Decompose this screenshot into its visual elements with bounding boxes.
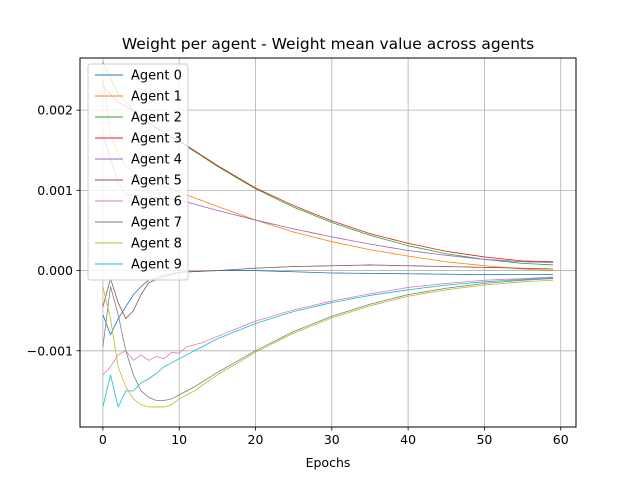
legend-label: Agent 7 <box>131 216 182 231</box>
x-tick-label: 20 <box>248 432 264 447</box>
y-tick-label: 0.000 <box>37 263 73 278</box>
series-line-agent-8 <box>102 279 554 408</box>
legend-label: Agent 8 <box>131 237 182 252</box>
legend-label: Agent 5 <box>131 174 182 189</box>
legend-label: Agent 0 <box>131 69 182 84</box>
x-tick-label: 60 <box>553 432 569 447</box>
y-tick-label: 0.001 <box>37 183 73 198</box>
legend-label: Agent 6 <box>131 195 182 210</box>
legend-label: Agent 4 <box>131 153 182 168</box>
x-tick-label: 50 <box>476 432 492 447</box>
axes-frame <box>79 57 577 428</box>
x-tick-label: 30 <box>324 432 340 447</box>
legend: Agent 0 Agent 1 Agent 2 Agent 3 Agent 4 Agent… <box>87 63 189 281</box>
x-tick-label: 10 <box>171 432 187 447</box>
legend-label: Agent 3 <box>131 132 182 147</box>
y-tick-label: −0.001 <box>27 343 73 358</box>
series-line-agent-6 <box>102 276 554 376</box>
y-tick-label: 0.002 <box>37 103 73 118</box>
legend-label: Agent 2 <box>131 111 182 126</box>
legend-box <box>87 63 189 281</box>
series-line-agent-9 <box>102 277 554 408</box>
chart-title: Weight per agent - Weight mean value acr… <box>122 35 534 53</box>
series-line-agent-7 <box>102 278 554 401</box>
legend-label: Agent 1 <box>131 90 182 105</box>
legend-label: Agent 9 <box>131 258 182 273</box>
x-tick-label: 0 <box>99 432 107 447</box>
axis-ticks: 0 10 20 30 40 50 60 −0.001 0.000 0.001 0.002 <box>27 103 569 447</box>
x-axis-label: Epochs <box>306 455 351 470</box>
x-tick-label: 40 <box>400 432 416 447</box>
